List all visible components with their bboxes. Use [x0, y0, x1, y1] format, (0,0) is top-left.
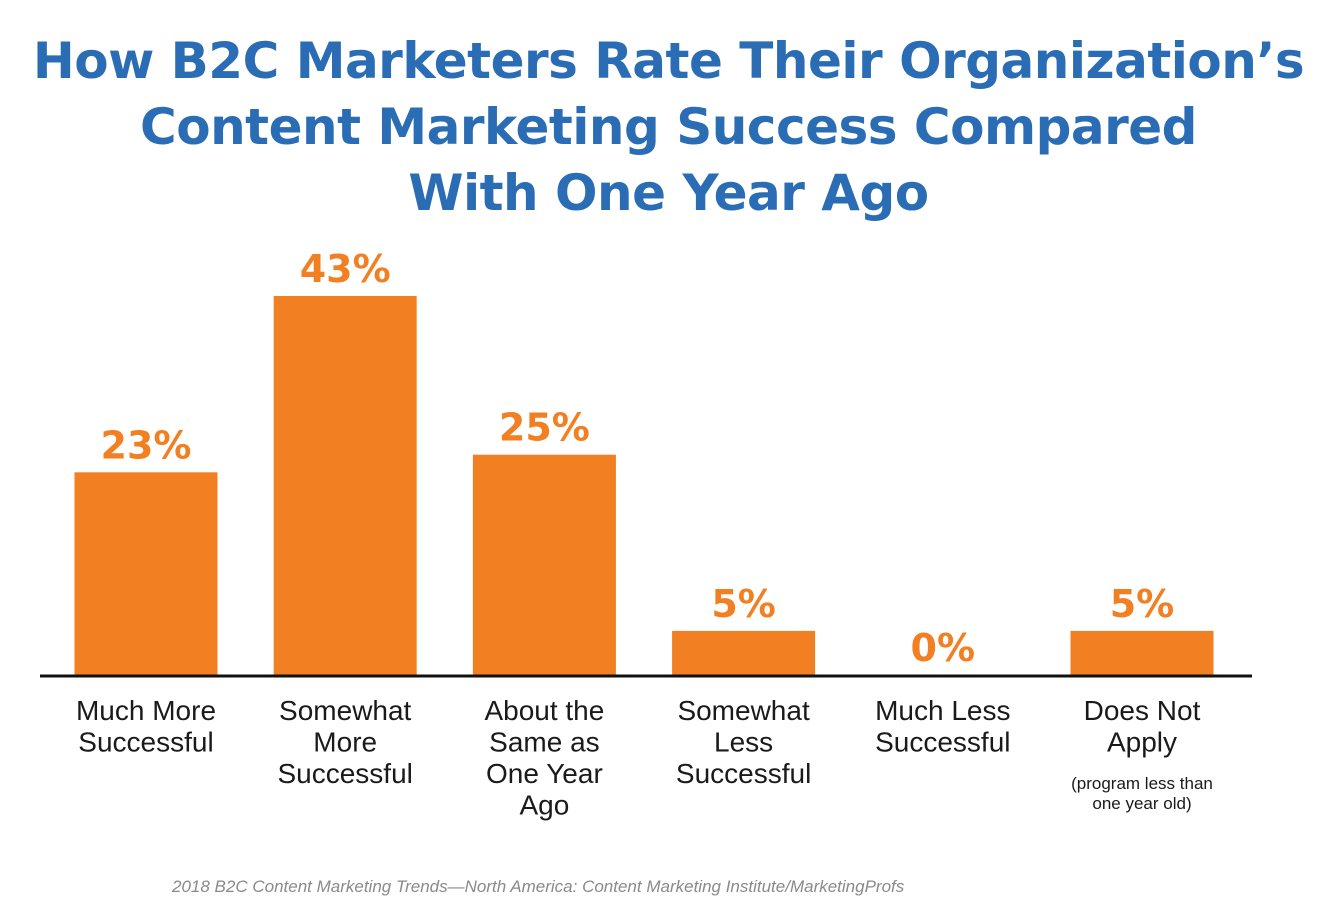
bar-3 — [472, 454, 616, 675]
category-label-3-line-1: About the — [484, 695, 604, 726]
category-label-4-line-1: Somewhat — [677, 695, 810, 726]
chart-title-line-3: With One Year Ago — [408, 164, 929, 222]
category-label-5-line-2: Successful — [875, 727, 1010, 758]
value-label-3: 25% — [499, 406, 590, 450]
value-label-4: 5% — [711, 582, 776, 626]
chart-title: How B2C Marketers Rate Their Organizatio… — [0, 28, 1337, 226]
category-label-2-line-3: Successful — [277, 758, 412, 789]
value-label-6: 5% — [1110, 582, 1175, 626]
category-label-5-line-1: Much Less — [875, 695, 1010, 726]
value-labels-layer: 23% 43% 25% 5% 0% 5% — [101, 247, 1175, 670]
category-label-4-line-2: Less — [714, 727, 773, 758]
category-label-3-line-2: Same as — [489, 727, 600, 758]
bars-layer — [74, 296, 1214, 675]
bar-2 — [273, 296, 417, 675]
category-label-1-line-2: Successful — [78, 727, 213, 758]
category-label-2-line-1: Somewhat — [279, 695, 412, 726]
bar-4 — [672, 630, 816, 675]
category-labels-layer: Much MoreSuccessfulSomewhatMoreSuccessfu… — [76, 695, 1213, 821]
chart-title-line-2: Content Marketing Success Compared — [140, 98, 1197, 156]
value-label-1: 23% — [101, 423, 192, 467]
category-label-3-line-3: One Year — [486, 758, 603, 789]
category-label-3-line-4: Ago — [519, 790, 569, 821]
category-label-6-line-1: Does Not — [1084, 695, 1201, 726]
category-label-1-line-1: Much More — [76, 695, 216, 726]
chart-title-line-1: How B2C Marketers Rate Their Organizatio… — [32, 32, 1305, 90]
value-label-5: 0% — [911, 626, 976, 670]
bar-1 — [74, 472, 218, 675]
category-label-6-line-2: Apply — [1107, 727, 1177, 758]
category-note-6-line-2: one year old) — [1092, 794, 1191, 813]
category-note-6-line-1: (program less than — [1071, 774, 1213, 793]
bar-6 — [1070, 630, 1214, 675]
category-label-4-line-3: Successful — [676, 758, 811, 789]
value-label-2: 43% — [300, 247, 391, 291]
source-note: 2018 B2C Content Marketing Trends—North … — [172, 877, 905, 896]
category-label-2-line-2: More — [313, 727, 377, 758]
